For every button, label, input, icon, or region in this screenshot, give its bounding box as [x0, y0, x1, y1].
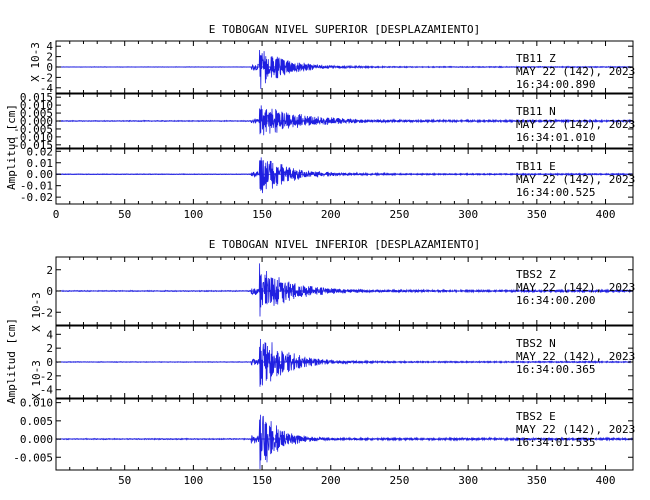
- y-tick-label: 0.02: [27, 145, 54, 158]
- waveform-trace: [55, 49, 634, 89]
- x-tick-label: 200: [321, 208, 341, 221]
- x-tick-label: 0: [53, 208, 60, 221]
- x-tick-label: 50: [118, 474, 131, 487]
- y-tick-label: -0.010: [13, 131, 53, 144]
- y-tick-label: 0: [46, 61, 53, 74]
- time-label: 16:34:00.890: [516, 78, 595, 91]
- waveform-trace: [55, 414, 634, 470]
- date-label: MAY 22 (142), 2023: [516, 65, 635, 78]
- scale-label: X 10-3: [30, 360, 43, 400]
- date-label: MAY 22 (142), 2023: [516, 173, 635, 186]
- y-tick-label: 4: [46, 328, 53, 341]
- y-tick-label: 0.010: [20, 397, 53, 410]
- date-label: MAY 22 (142), 2023: [516, 118, 635, 131]
- station-component-label: TB11 N: [516, 105, 556, 118]
- scale-label: X 10-3: [29, 42, 42, 82]
- y-tick-label: 2: [46, 264, 53, 277]
- chart-title: E TOBOGAN NIVEL SUPERIOR [DESPLAZAMIENTO…: [209, 23, 481, 36]
- y-tick-label: 0.010: [20, 99, 53, 112]
- y-tick-label: 2: [46, 342, 53, 355]
- time-label: 16:34:00.525: [516, 186, 595, 199]
- x-tick-label: 400: [596, 208, 616, 221]
- x-tick-label: 150: [252, 208, 272, 221]
- chart-superior: E TOBOGAN NIVEL SUPERIOR [DESPLAZAMIENTO…: [5, 23, 635, 221]
- station-component-label: TBS2 E: [516, 410, 556, 423]
- y-tick-label: 0: [46, 356, 53, 369]
- y-tick-label: 4: [46, 40, 53, 53]
- time-label: 16:34:00.200: [516, 294, 595, 307]
- y-tick-label: -0.01: [20, 180, 53, 193]
- y-tick-label: 0.000: [20, 115, 53, 128]
- time-label: 16:34:01.535: [516, 436, 595, 449]
- time-label: 16:34:01.010: [516, 131, 595, 144]
- y-tick-label: -4: [40, 82, 54, 95]
- waveform-trace: [55, 338, 634, 387]
- y-tick-label: 0.000: [20, 433, 53, 446]
- x-tick-label: 200: [321, 474, 341, 487]
- y-tick-label: 0.00: [27, 168, 54, 181]
- waveform-trace: [55, 157, 634, 194]
- x-tick-label: 150: [252, 474, 272, 487]
- y-axis-label: Amplitud [cm]: [5, 104, 18, 190]
- y-axis-label: Amplitud [cm]: [5, 318, 18, 404]
- station-component-label: TBS2 N: [516, 337, 556, 350]
- y-tick-label: -2: [40, 370, 53, 383]
- y-tick-label: -2: [40, 306, 53, 319]
- y-tick-label: -2: [40, 71, 53, 84]
- scale-label: X 10-3: [30, 292, 43, 332]
- waveform-trace: [55, 105, 634, 136]
- station-component-label: TBS2 Z: [516, 268, 556, 281]
- y-tick-label: 0.01: [27, 157, 54, 170]
- date-label: MAY 22 (142), 2023: [516, 281, 635, 294]
- x-tick-label: 50: [118, 208, 131, 221]
- y-tick-label: 0.005: [20, 415, 53, 428]
- x-tick-label: 400: [596, 474, 616, 487]
- station-component-label: TB11 E: [516, 160, 556, 173]
- y-tick-label: -0.02: [20, 191, 53, 204]
- y-tick-label: 0: [46, 285, 53, 298]
- x-tick-label: 100: [183, 474, 203, 487]
- y-tick-label: 0.015: [20, 91, 53, 104]
- waveform-trace: [55, 263, 634, 317]
- x-tick-label: 350: [527, 474, 547, 487]
- x-tick-label: 300: [458, 208, 478, 221]
- date-label: MAY 22 (142), 2023: [516, 350, 635, 363]
- date-label: MAY 22 (142), 2023: [516, 423, 635, 436]
- chart-title: E TOBOGAN NIVEL INFERIOR [DESPLAZAMIENTO…: [209, 238, 481, 251]
- y-tick-label: 2: [46, 51, 53, 64]
- station-component-label: TB11 Z: [516, 52, 556, 65]
- chart-inferior: E TOBOGAN NIVEL INFERIOR [DESPLAZAMIENTO…: [5, 238, 635, 487]
- x-tick-label: 100: [183, 208, 203, 221]
- x-tick-label: 300: [458, 474, 478, 487]
- x-tick-label: 250: [390, 474, 410, 487]
- y-tick-label: 0.005: [20, 107, 53, 120]
- y-tick-label: -0.015: [13, 139, 53, 152]
- y-tick-label: -0.005: [13, 451, 53, 464]
- x-tick-label: 250: [390, 208, 410, 221]
- x-tick-label: 350: [527, 208, 547, 221]
- y-tick-label: -0.005: [13, 123, 53, 136]
- y-tick-label: -4: [40, 384, 54, 397]
- time-label: 16:34:00.365: [516, 363, 595, 376]
